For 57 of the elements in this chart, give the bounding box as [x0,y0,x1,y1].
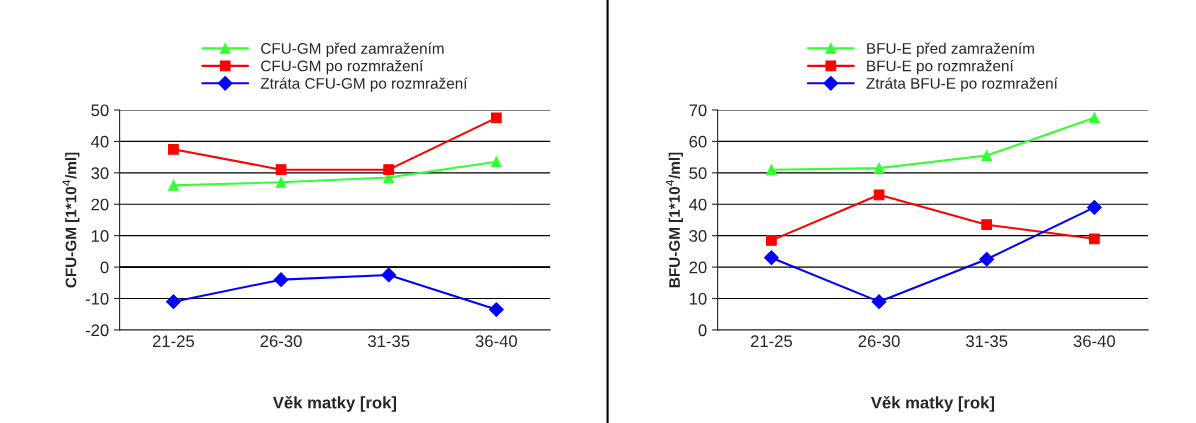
point [383,164,395,176]
point [764,250,779,266]
y-tick-label: -10 [85,292,109,305]
point [273,272,289,288]
y-tick-label: 0 [698,324,707,337]
y-tick-label: 40 [91,135,109,148]
x-tick-label: 31-35 [966,335,1008,348]
y-tick-label: 60 [689,135,707,148]
point [166,294,181,310]
x-axis-title: Věk matky [rok] [870,395,995,412]
point [1088,112,1100,124]
point [168,180,179,191]
x-axis-title: Věk matky [rok] [272,395,397,412]
point [873,162,885,174]
point [488,302,504,317]
legend-label: BFU-E po rozmražení [867,59,1014,75]
x-tick-label: 21-25 [750,335,793,348]
y-tick-label: 10 [689,292,707,305]
point [381,267,397,283]
point [168,143,179,155]
point [871,294,887,310]
point [275,164,287,176]
y-tick-label: 30 [689,230,707,242]
x-tick-label: 26-30 [858,335,900,348]
y-tick-label: 10 [91,230,109,242]
legend-label: BFU-E před zamražením [867,42,1034,57]
y-tick-label: 20 [689,261,707,274]
y-axis-title: BFU-GM [1*10$^{4}$/ml] [666,152,683,288]
point [1088,233,1100,245]
legend-label: Ztráta BFU-E po rozmražení [866,77,1058,92]
y-tick-label: 30 [91,167,109,180]
point [766,235,777,246]
legend-label: CFU-GM před zamražením [261,42,444,57]
point [766,164,777,176]
y-tick-label: 50 [689,167,707,180]
point [981,150,993,161]
point [979,251,995,267]
x-tick-label: 26-30 [260,335,302,348]
point [490,156,502,168]
legend-label: Ztráta CFU-GM po rozmražení [260,77,468,92]
y-axis-title: CFU-GM [1*10$^{4}$/ml] [62,152,80,288]
point [873,189,885,201]
y-tick-label: 20 [91,198,109,211]
point [275,176,287,188]
x-tick-label: 36-40 [1073,335,1115,348]
y-tick-label: -20 [85,324,109,337]
y-tick-label: 70 [689,104,707,117]
legend-label: CFU-GM po rozmražení [261,59,424,75]
point [981,219,993,231]
y-tick-label: 40 [689,198,707,211]
x-tick-label: 31-35 [368,335,410,348]
x-tick-label: 36-40 [475,335,517,348]
y-tick-label: 0 [100,261,109,274]
x-tick-label: 21-25 [152,335,195,348]
y-tick-label: 50 [91,104,109,117]
point [490,112,502,124]
point [1086,200,1102,215]
